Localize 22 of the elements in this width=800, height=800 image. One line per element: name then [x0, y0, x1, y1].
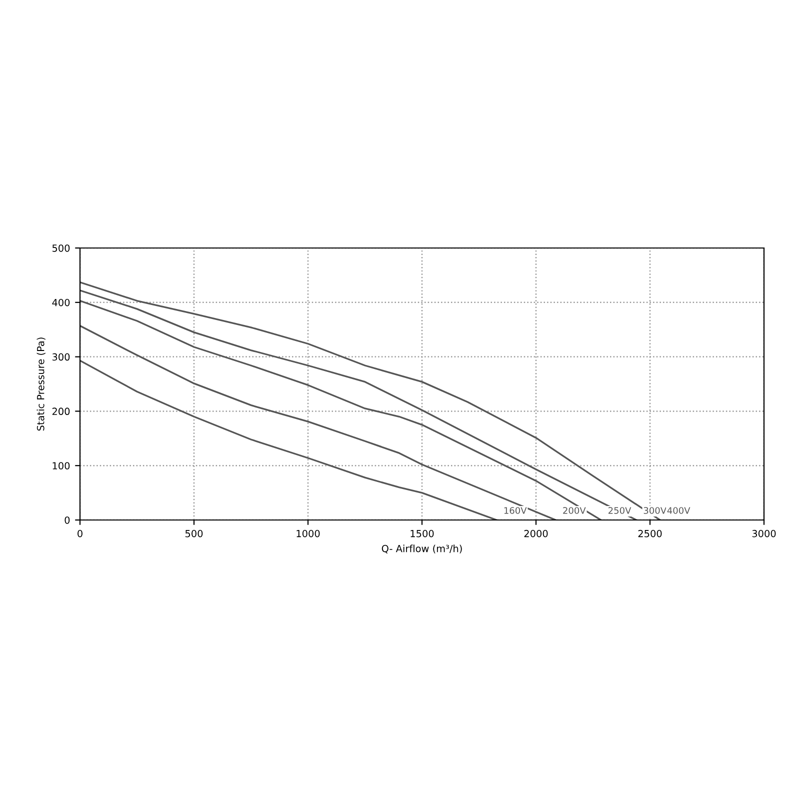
y-tick-label: 400 — [52, 298, 70, 306]
x-tick-label: 1500 — [410, 530, 434, 538]
x-tick-label: 1000 — [296, 530, 320, 538]
y-tick-label: 0 — [64, 516, 70, 524]
line-series — [80, 360, 498, 520]
series-label: 160V — [504, 507, 527, 514]
y-tick-label: 500 — [52, 244, 70, 252]
x-tick-label: 0 — [78, 530, 82, 538]
y-tick-label: 100 — [52, 462, 70, 470]
line-series — [80, 324, 556, 520]
series-label: 300V — [644, 507, 666, 514]
series-label: 200V — [563, 507, 586, 514]
x-tick-label: 2000 — [524, 530, 548, 538]
y-axis-title: Static Pressure (Pa) — [36, 338, 46, 431]
series-label: 400V — [667, 507, 690, 514]
x-axis-title: Q- Airflow (m³/h) — [382, 544, 462, 554]
series-label: 250V — [608, 507, 632, 514]
x-tick-label: 3000 — [752, 530, 776, 538]
x-tick-label: 2500 — [638, 530, 662, 538]
x-tick-label: 500 — [185, 530, 203, 538]
y-tick-label: 300 — [52, 353, 70, 361]
y-tick-label: 200 — [52, 408, 70, 416]
